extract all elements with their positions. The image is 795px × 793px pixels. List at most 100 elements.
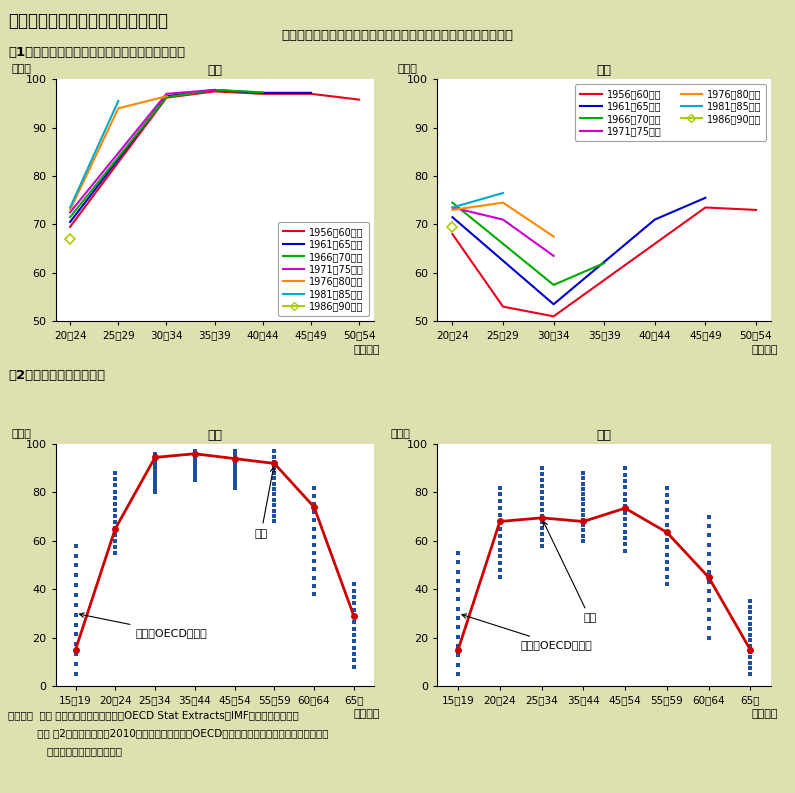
Point — [452, 649, 464, 661]
Point — [661, 578, 673, 591]
Point — [452, 603, 464, 615]
Point — [149, 456, 161, 469]
Point — [744, 611, 757, 624]
Point — [744, 628, 757, 641]
Point — [661, 504, 673, 516]
Text: 第１－１－２５図　労働力率の動向: 第１－１－２５図 労働力率の動向 — [8, 12, 168, 30]
Text: （年齢）: （年齢） — [751, 710, 778, 719]
Point — [494, 495, 506, 508]
Point — [149, 450, 161, 463]
Point — [149, 459, 161, 472]
Point — [577, 514, 590, 527]
Point — [619, 481, 631, 493]
Point — [577, 472, 590, 485]
Point — [577, 508, 590, 521]
Point — [308, 498, 320, 511]
Point — [702, 519, 715, 532]
Point — [452, 668, 464, 680]
Point — [69, 648, 82, 661]
Point — [69, 588, 82, 601]
Point — [188, 465, 201, 477]
Point — [452, 630, 464, 643]
Point — [619, 468, 631, 481]
Point — [228, 445, 241, 458]
Point — [149, 483, 161, 496]
Point — [228, 462, 241, 474]
Text: （2）労働力率の国際比較: （2）労働力率の国際比較 — [8, 369, 105, 381]
Point — [702, 603, 715, 616]
Point — [661, 548, 673, 561]
Point — [109, 541, 122, 554]
Point — [452, 658, 464, 671]
Point — [347, 623, 360, 635]
Point — [109, 546, 122, 559]
Point — [619, 525, 631, 538]
Point — [661, 571, 673, 584]
Point — [188, 445, 201, 458]
Point — [188, 454, 201, 466]
Point — [109, 492, 122, 504]
Point — [347, 648, 360, 661]
Point — [744, 623, 757, 635]
Point — [452, 574, 464, 587]
Point — [744, 657, 757, 669]
Point — [109, 522, 122, 534]
Title: 女性: 女性 — [597, 428, 611, 442]
Point — [268, 483, 281, 496]
Point — [661, 481, 673, 494]
Point — [188, 452, 201, 465]
Text: （％）: （％） — [398, 64, 417, 75]
Point — [661, 496, 673, 509]
Point — [308, 538, 320, 551]
Point — [188, 469, 201, 482]
Point — [619, 544, 631, 557]
Point — [702, 613, 715, 626]
Point — [308, 489, 320, 502]
Point — [535, 474, 548, 487]
Point — [308, 546, 320, 559]
Point — [188, 456, 201, 469]
Point — [535, 486, 548, 499]
Point — [702, 557, 715, 569]
Point — [577, 529, 590, 542]
Point — [149, 462, 161, 475]
Point — [577, 488, 590, 500]
Point — [228, 465, 241, 477]
Legend: 1956～60年生, 1961～65年生, 1966～70年生, 1971～75年生, 1976～80年生, 1981～85年生, 1986～90年生: 1956～60年生, 1961～65年生, 1966～70年生, 1971～75… — [576, 84, 766, 141]
Point — [308, 531, 320, 543]
Text: その他OECD加盟国: その他OECD加盟国 — [80, 613, 207, 638]
Point — [452, 556, 464, 569]
Point — [452, 621, 464, 634]
Point — [347, 629, 360, 642]
Point — [744, 646, 757, 658]
Point — [494, 536, 506, 549]
Point — [661, 541, 673, 554]
Point — [661, 534, 673, 546]
Point — [228, 473, 241, 485]
Point — [109, 497, 122, 510]
Point — [228, 454, 241, 466]
Point — [619, 500, 631, 512]
Point — [535, 492, 548, 504]
Point — [109, 485, 122, 498]
Point — [661, 563, 673, 576]
Point — [188, 458, 201, 471]
Point — [268, 466, 281, 479]
Point — [69, 628, 82, 641]
Point — [69, 668, 82, 680]
Point — [69, 638, 82, 650]
Point — [268, 462, 281, 474]
Text: 日本: 日本 — [254, 467, 275, 538]
Point — [702, 566, 715, 579]
Point — [347, 654, 360, 667]
Point — [577, 492, 590, 505]
Point — [535, 515, 548, 528]
Point — [228, 467, 241, 480]
Point — [702, 631, 715, 644]
Point — [268, 450, 281, 463]
Point — [619, 487, 631, 500]
Point — [744, 662, 757, 675]
Point — [228, 481, 241, 494]
Point — [577, 467, 590, 480]
Point — [347, 603, 360, 616]
